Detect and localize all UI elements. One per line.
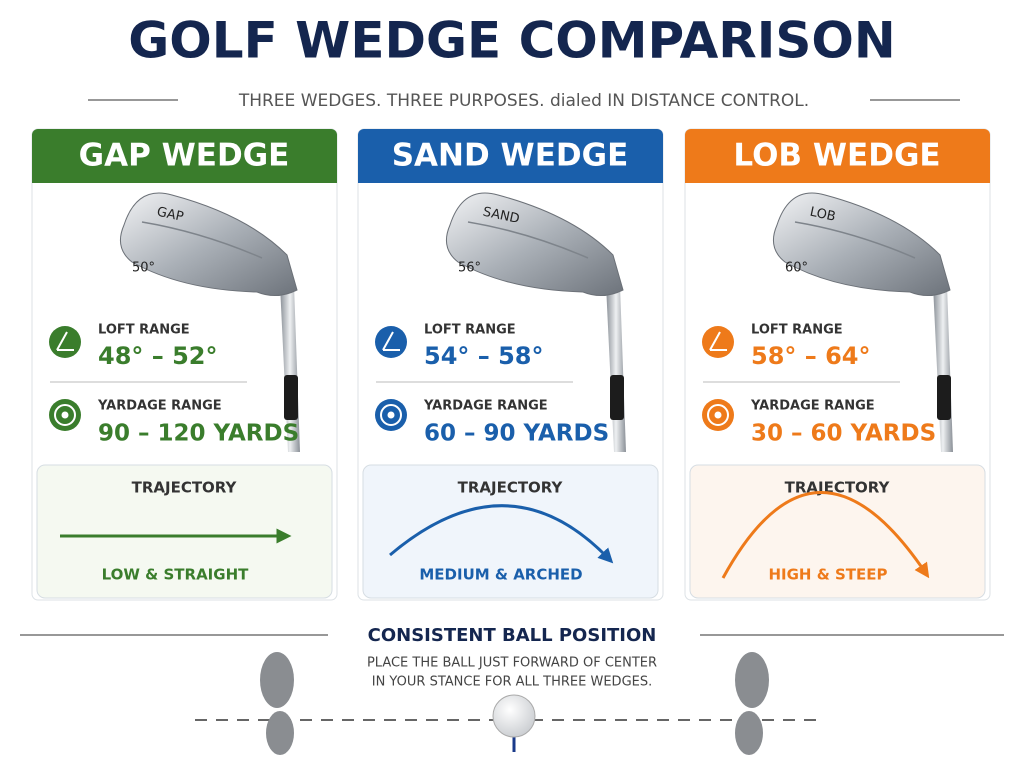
yardage-value: 60 – 90 YARDS — [424, 421, 609, 447]
trajectory-value: MEDIUM & ARCHED — [419, 566, 582, 584]
card-title: LOB WEDGE — [733, 138, 940, 174]
trajectory-label: TRAJECTORY — [458, 479, 564, 497]
yardage-label: YARDAGE RANGE — [97, 399, 222, 414]
golf-ball — [492, 694, 536, 738]
club-ferrule — [937, 375, 951, 420]
club-groove — [141, 221, 263, 259]
target-ring — [707, 404, 729, 426]
trajectory-label: TRAJECTORY — [132, 479, 238, 497]
loft-icon-glyph — [56, 331, 74, 351]
trajectory-box — [362, 464, 659, 599]
card-header — [358, 129, 663, 183]
title: GOLF WEDGE COMPARISON — [128, 12, 896, 70]
trajectory-box — [36, 464, 333, 599]
card-header — [685, 129, 990, 183]
target-dot — [714, 411, 722, 419]
trajectory-value: LOW & STRAIGHT — [102, 566, 249, 584]
club-stamp: LOB — [808, 205, 836, 225]
trajectory-value: HIGH & STEEP — [768, 566, 887, 584]
trajectory-box — [689, 464, 986, 599]
trajectory-path — [721, 491, 930, 579]
loft-icon — [702, 326, 734, 358]
trajectory-path — [389, 504, 614, 564]
loft-icon-glyph — [382, 331, 400, 351]
loft-stamp: 50° — [132, 261, 155, 276]
target-ring — [54, 404, 76, 426]
club-head — [445, 192, 624, 296]
footprint — [735, 652, 769, 755]
loft-stamp: 60° — [785, 261, 808, 276]
loft-label: LOFT RANGE — [98, 323, 190, 338]
loft-icon — [375, 326, 407, 358]
loft-value: 48° – 52° — [98, 342, 218, 370]
subtitle: THREE WEDGES. THREE PURPOSES. dialed IN … — [238, 91, 809, 111]
loft-icon — [49, 326, 81, 358]
yardage-value: 30 – 60 YARDS — [751, 421, 936, 447]
card-title: GAP WEDGE — [79, 138, 290, 174]
cards: GAP WEDGE GAP 50° LOFT RANGE 48° – 52° YARDAG… — [31, 128, 991, 601]
club-ferrule — [610, 375, 624, 420]
loft-stamp: 56° — [458, 261, 481, 276]
footer-heading: CONSISTENT BALL POSITION — [368, 625, 657, 646]
yardage-label: YARDAGE RANGE — [750, 399, 875, 414]
loft-value: 58° – 64° — [751, 342, 871, 370]
club-groove — [794, 221, 916, 259]
loft-icon-glyph — [709, 331, 727, 351]
card-header — [32, 129, 337, 183]
footprint — [260, 652, 294, 755]
footer-line: IN YOUR STANCE FOR ALL THREE WEDGES. — [372, 675, 653, 690]
club-head — [119, 192, 298, 296]
club-groove — [467, 221, 589, 259]
footer-line: PLACE THE BALL JUST FORWARD OF CENTER — [367, 656, 657, 671]
yardage-label: YARDAGE RANGE — [423, 399, 548, 414]
card-title: SAND WEDGE — [392, 138, 629, 174]
target-dot — [61, 411, 69, 419]
club-ferrule — [284, 375, 298, 420]
club-stamp: GAP — [155, 205, 184, 225]
club-head — [772, 192, 951, 296]
loft-label: LOFT RANGE — [424, 323, 516, 338]
target-dot — [387, 411, 395, 419]
yardage-value: 90 – 120 YARDS — [98, 421, 299, 447]
loft-value: 54° – 58° — [424, 342, 544, 370]
target-ring — [380, 404, 402, 426]
loft-label: LOFT RANGE — [751, 323, 843, 338]
